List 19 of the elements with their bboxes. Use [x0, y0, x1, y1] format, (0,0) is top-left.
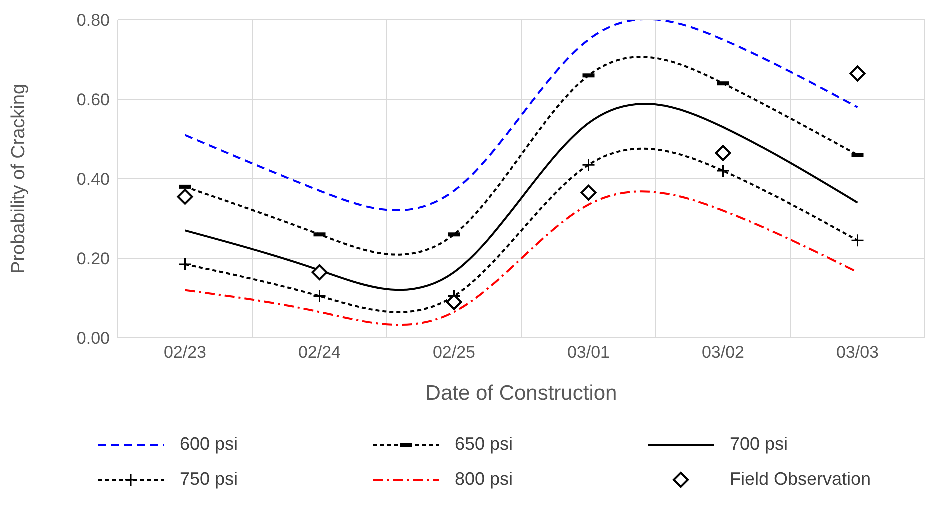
x-tick-label: 03/01	[567, 343, 610, 362]
y-axis-title: Probability of Cracking	[8, 84, 30, 274]
legend-label: 700 psi	[730, 434, 788, 455]
legend-label: 600 psi	[180, 434, 238, 455]
x-tick-label: 02/23	[164, 343, 207, 362]
legend-label: 800 psi	[455, 469, 514, 490]
legend-label: Field Observation	[730, 469, 872, 490]
y-tick-label: 0.60	[76, 90, 110, 110]
x-axis-title: Date of Construction	[426, 382, 618, 405]
x-tick-label: 02/24	[298, 343, 342, 362]
legend-label: 750 psi	[180, 469, 238, 490]
x-tick-label: 03/02	[702, 343, 745, 362]
x-tick-label: 03/03	[836, 343, 880, 362]
legend-label: 650 psi	[455, 434, 514, 455]
y-tick-label: 0.40	[76, 170, 110, 190]
y-tick-label: 0.80	[76, 11, 110, 30]
y-tick-label: 0.00	[76, 329, 110, 348]
x-tick-label: 02/25	[432, 343, 476, 362]
y-tick-label: 0.20	[76, 250, 110, 269]
